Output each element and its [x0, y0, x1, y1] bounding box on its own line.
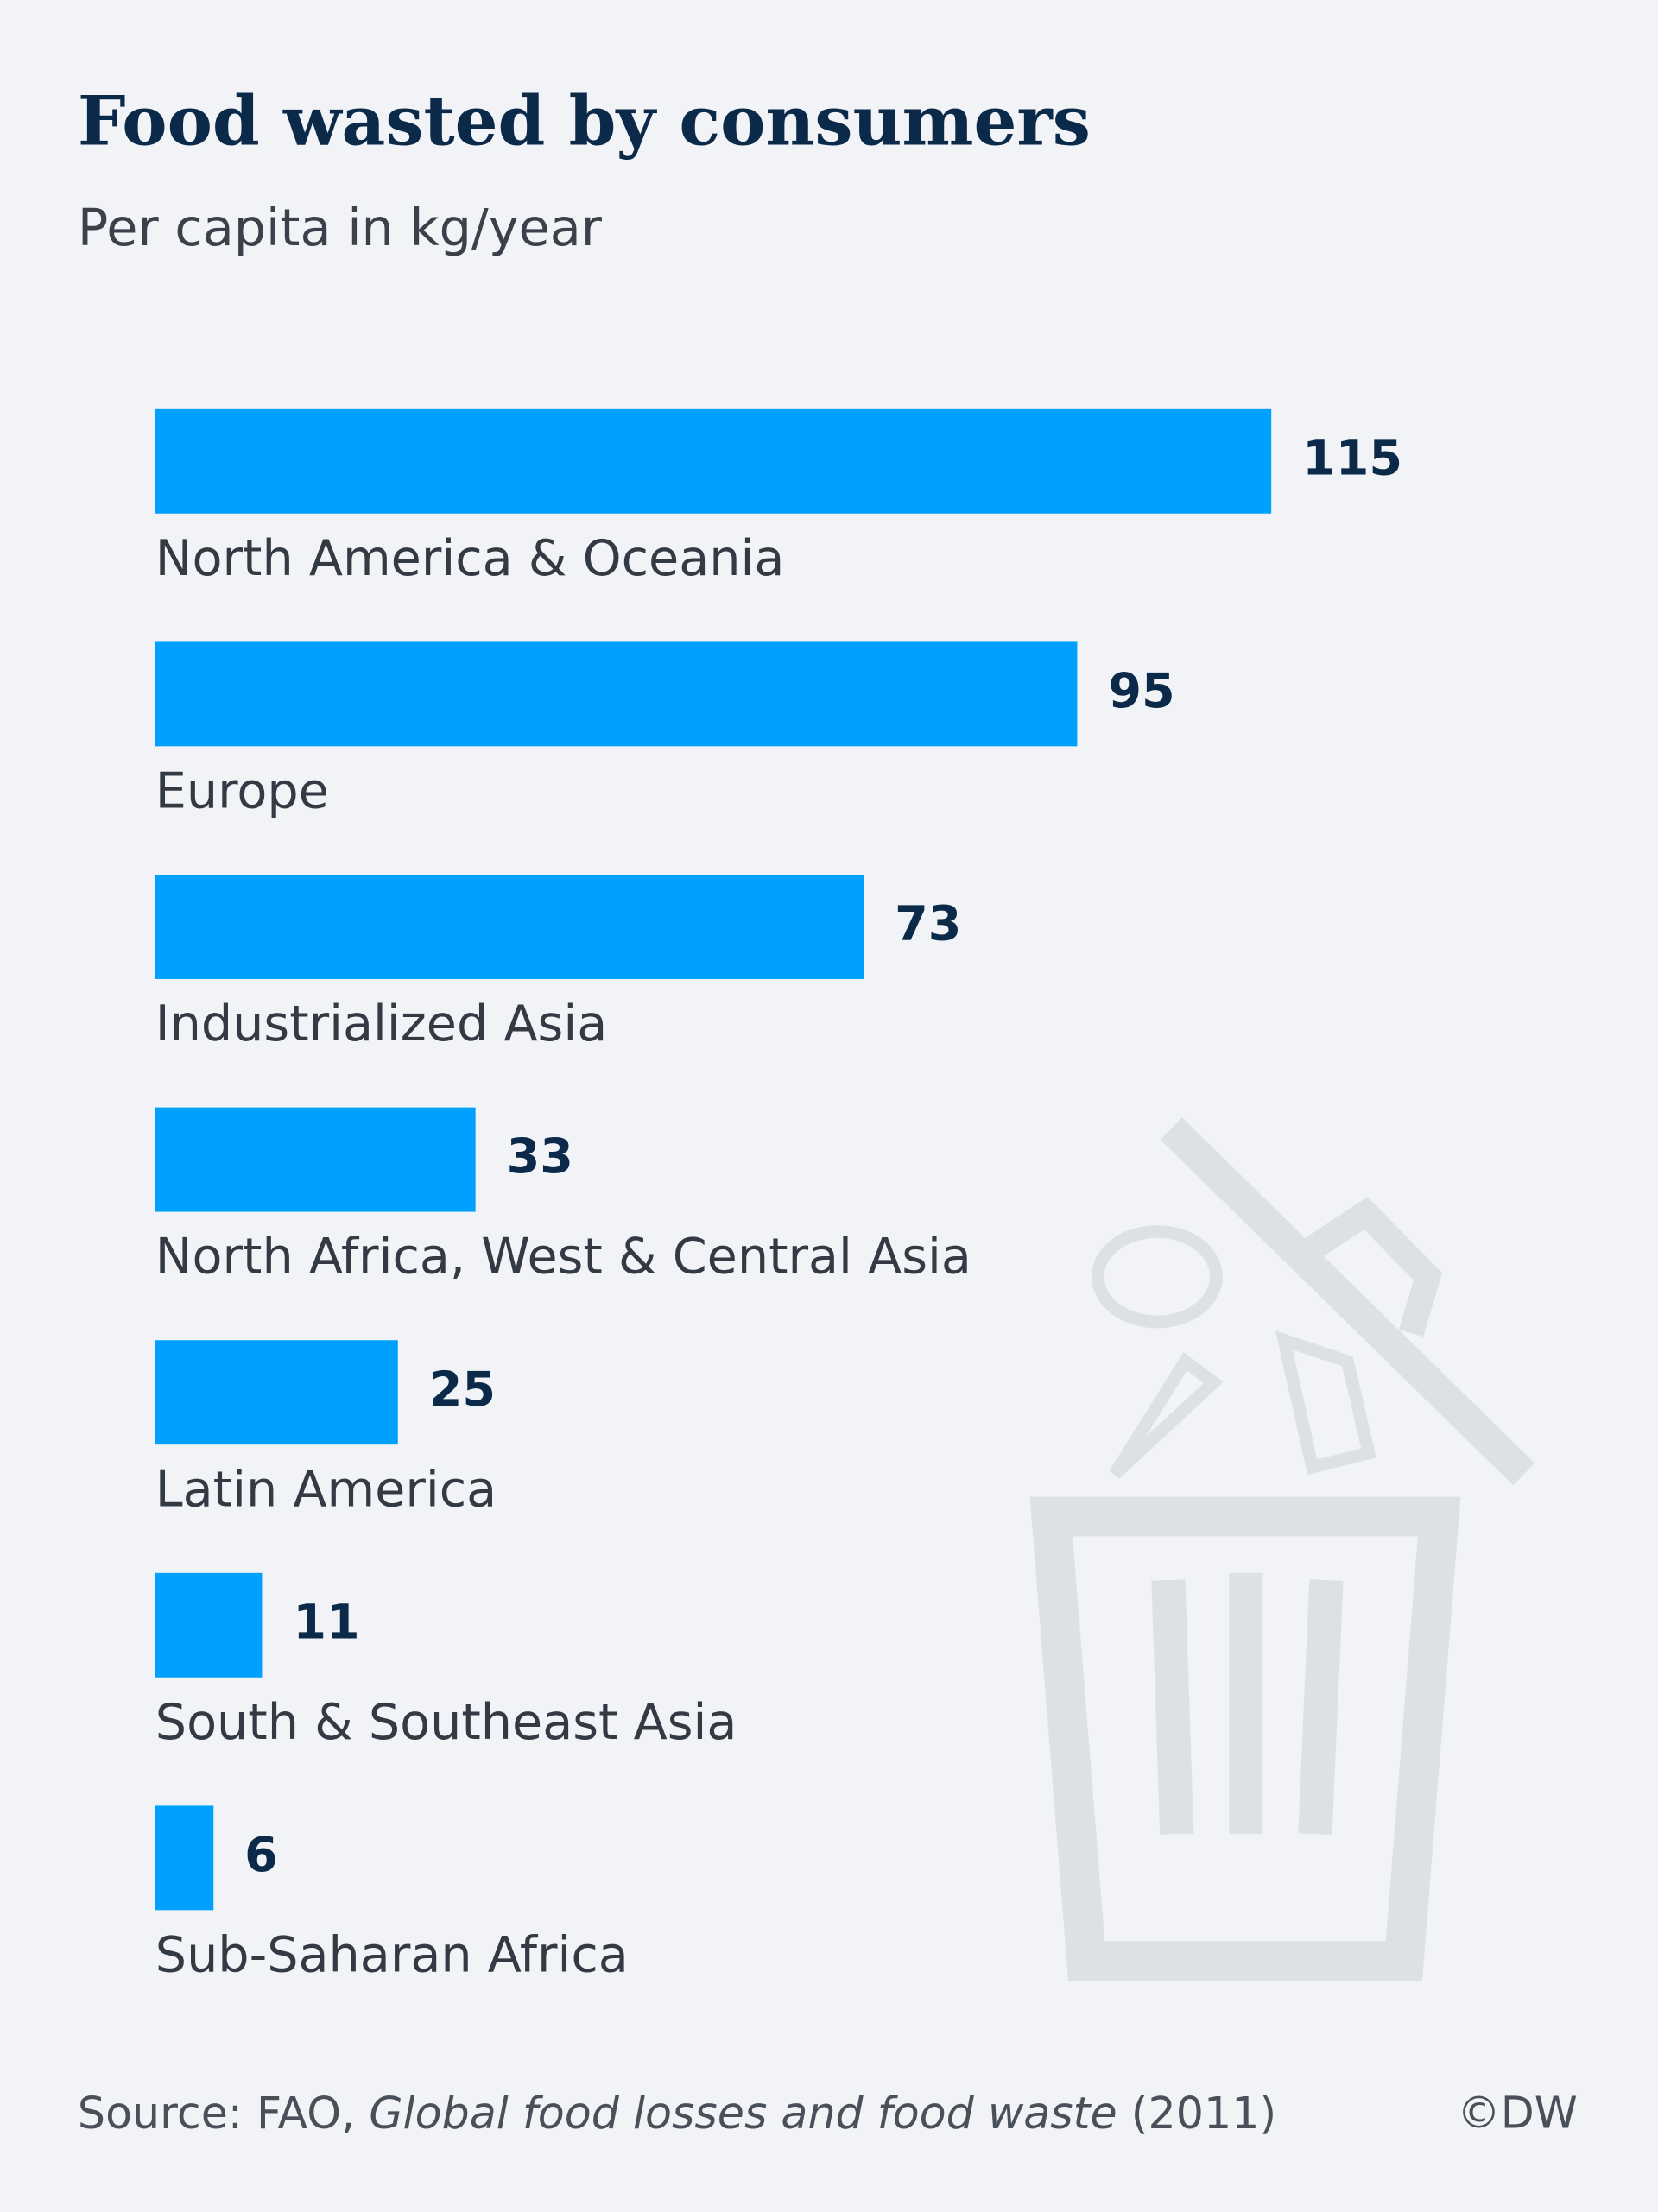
category-label: North Africa, West & Central Asia [155, 1229, 971, 1286]
value-label: 95 [1108, 663, 1174, 719]
bar [155, 1107, 476, 1212]
credit: ©DW [1457, 2087, 1578, 2138]
chart-subtitle: Per capita in kg/year [78, 198, 603, 257]
category-label: Latin America [155, 1461, 497, 1518]
bar [155, 1572, 263, 1678]
value-label: 6 [244, 1827, 278, 1883]
category-label: North America & Oceania [155, 530, 785, 587]
value-label: 33 [507, 1128, 573, 1185]
bar [155, 408, 1272, 514]
trash-illustration [1029, 1117, 1535, 1981]
category-label: Europe [155, 763, 329, 820]
bar [155, 641, 1078, 747]
chart-title: Food wasted by consumers [78, 82, 1091, 161]
category-label: Industrialized Asia [155, 995, 607, 1052]
bar [155, 875, 864, 979]
source-text: Source: FAO, [78, 2087, 369, 2138]
value-label: 115 [1302, 430, 1402, 486]
value-label: 73 [895, 896, 961, 952]
source-title: Global food losses and food waste [369, 2087, 1117, 2138]
value-label: 25 [429, 1362, 496, 1418]
category-label: Sub-Saharan Africa [155, 1927, 629, 1984]
value-label: 11 [293, 1594, 359, 1650]
bar [155, 1805, 214, 1911]
source: Source: FAO, Global food losses and food… [78, 2087, 1276, 2138]
bar [155, 1340, 398, 1445]
category-label: South & Southeast Asia [155, 1694, 737, 1751]
source-year: (2011) [1117, 2087, 1277, 2138]
